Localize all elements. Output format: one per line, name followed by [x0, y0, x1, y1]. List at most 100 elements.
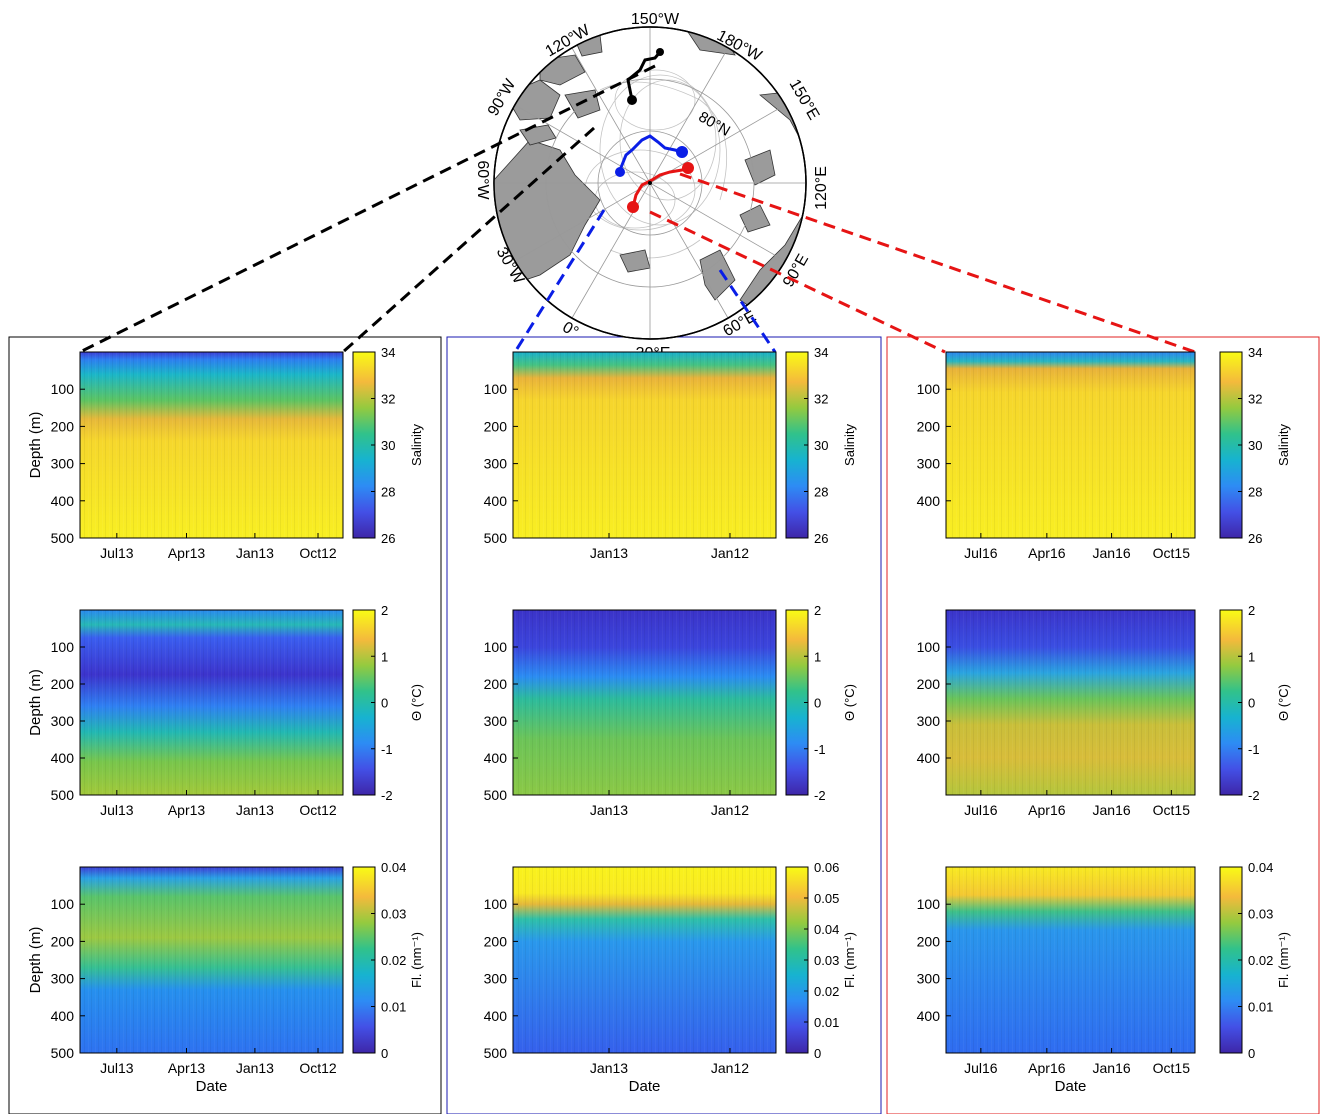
- colorbar-tick-label: 0.01: [381, 1000, 406, 1015]
- track-blue-end: [676, 146, 688, 158]
- x-axis-label: Date: [1055, 1078, 1087, 1095]
- colorbar-tick-label: 1: [381, 649, 388, 664]
- map-label-60w: 60°W: [474, 160, 491, 200]
- panel-black-frame: [8, 336, 442, 1114]
- x-tick-label: Apr13: [168, 1060, 206, 1076]
- y-tick-label: 100: [51, 381, 75, 397]
- y-tick-label: 100: [917, 896, 941, 912]
- y-tick-label: 400: [917, 750, 941, 766]
- colorbar-tick-label: 28: [381, 485, 395, 500]
- y-tick-label: 100: [484, 639, 508, 655]
- y-tick-label: 400: [917, 1008, 941, 1024]
- x-tick-label: Apr16: [1028, 1060, 1066, 1076]
- y-tick-label: 200: [917, 933, 941, 949]
- colorbar-tick-label: -1: [381, 742, 393, 757]
- y-tick-label: 300: [484, 713, 508, 729]
- track-red-end: [682, 162, 694, 174]
- y-tick-label: 300: [484, 456, 508, 472]
- track-red: [631, 166, 689, 208]
- colorbar-tick-label: 0.04: [814, 922, 839, 937]
- colorbar-tick-label: 0: [1248, 696, 1255, 711]
- y-tick-label: 100: [917, 639, 941, 655]
- x-tick-label: Jan16: [1093, 1060, 1131, 1076]
- colorbar-tick-label: 1: [814, 649, 821, 664]
- x-tick-label: Jul16: [964, 545, 998, 561]
- connector-blue-left: [513, 209, 606, 353]
- colorbar-label: Salinity: [842, 424, 857, 466]
- colorbar-tick-label: 34: [381, 345, 395, 360]
- y-tick-label: 200: [484, 676, 508, 692]
- colorbar-tick-label: -2: [814, 788, 826, 803]
- y-tick-label: 100: [51, 639, 75, 655]
- y-tick-label: 400: [484, 1008, 508, 1024]
- y-tick-label: 500: [51, 530, 75, 546]
- colorbar-tick-label: 28: [1248, 485, 1262, 500]
- track-red-start: [627, 201, 639, 213]
- y-tick-label: 400: [484, 750, 508, 766]
- colorbar-label: Salinity: [409, 424, 424, 466]
- heatmap-blue-1: 100 200 300 400 500 Jan13 Jan12 2 1 0 -1 -2 Θ (°C): [484, 603, 857, 818]
- heatmap-texture: [946, 610, 1195, 795]
- y-tick-label: 500: [484, 1045, 508, 1061]
- track-black-start: [656, 48, 664, 56]
- map-label-120e: 120°E: [813, 166, 830, 210]
- heatmap-texture: [80, 867, 343, 1053]
- colorbar-tick-label: 0.03: [381, 907, 406, 922]
- colorbar-tick-label: 0.01: [1248, 1000, 1273, 1015]
- x-tick-label: Jan13: [590, 802, 628, 818]
- y-axis-label: Depth (m): [27, 412, 44, 479]
- plot-frame: [79, 351, 344, 539]
- x-tick-label: Jan12: [711, 802, 749, 818]
- plot-frame: [79, 609, 344, 796]
- y-tick-label: 300: [917, 456, 941, 472]
- colorbar-tick-label: 0: [814, 696, 821, 711]
- y-tick-label: 300: [917, 713, 941, 729]
- colorbar-tick-label: 26: [381, 531, 395, 546]
- colorbar-tick-label: 0.02: [814, 984, 839, 999]
- colorbar-tick-label: 0.01: [814, 1015, 839, 1030]
- colorbar-tick-label: 34: [1248, 345, 1262, 360]
- colorbar-tick-label: 0.02: [381, 953, 406, 968]
- colorbar-tick-label: 0: [381, 696, 388, 711]
- x-tick-label: Apr13: [168, 802, 206, 818]
- colorbar-tick-label: 0.03: [1248, 907, 1273, 922]
- colorbar-tick-label: -2: [381, 788, 393, 803]
- colorbar-tick-label: 34: [814, 345, 828, 360]
- colorbar-tick-label: 0.04: [1248, 860, 1273, 875]
- connector-blue-right: [718, 269, 777, 353]
- heatmap-black-2: 100 200 300 400 500 Jul13 Apr13 Jan13 Oct12 Depth…: [27, 860, 424, 1095]
- heatmap-texture: [946, 867, 1195, 1053]
- connector-red-left: [649, 210, 946, 354]
- plot-frame: [945, 609, 1196, 796]
- y-tick-label: 100: [484, 381, 508, 397]
- colorbar-tick-label: 0: [814, 1046, 821, 1061]
- y-tick-label: 200: [484, 418, 508, 434]
- plot-frame: [79, 866, 344, 1054]
- x-tick-label: Oct15: [1153, 1060, 1191, 1076]
- heatmap-red-2: 100 200 300 400 Jul16 Apr16 Jan16 Oct15 Date 0.04…: [917, 860, 1291, 1095]
- x-tick-label: Jul16: [964, 1060, 998, 1076]
- colorbar-label: Θ (°C): [409, 684, 424, 721]
- y-tick-label: 300: [917, 971, 941, 987]
- colorbar-tick-label: 32: [381, 392, 395, 407]
- track-blue: [618, 134, 683, 171]
- x-tick-label: Oct12: [299, 545, 337, 561]
- x-axis-label: Date: [196, 1078, 228, 1095]
- y-tick-label: 300: [51, 713, 75, 729]
- x-tick-label: Oct15: [1153, 545, 1191, 561]
- colorbar-tick-label: 0.05: [814, 891, 839, 906]
- y-tick-label: 400: [51, 493, 75, 509]
- colorbar-tick-label: 0.03: [814, 953, 839, 968]
- x-tick-label: Oct12: [299, 1060, 337, 1076]
- colorbar-tick-label: 2: [814, 603, 821, 618]
- y-tick-label: 100: [917, 381, 941, 397]
- y-tick-label: 200: [484, 933, 508, 949]
- heatmap-texture: [946, 352, 1195, 538]
- new-siberian-islands: [744, 149, 776, 186]
- x-tick-label: Jan13: [236, 545, 274, 561]
- y-tick-label: 300: [51, 456, 75, 472]
- colorbar-tick-label: 28: [814, 485, 828, 500]
- severnaya-zemlya: [739, 204, 771, 233]
- x-tick-label: Jan12: [711, 545, 749, 561]
- colorbar-tick-label: 0: [1248, 1046, 1255, 1061]
